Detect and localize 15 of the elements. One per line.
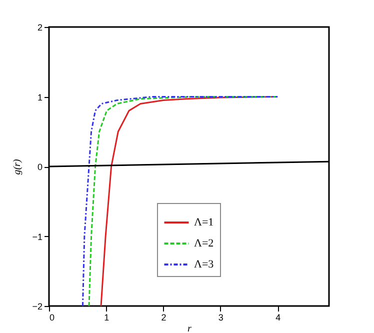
legend-label: Λ=3: [194, 258, 214, 270]
y-tick-label: 2: [37, 22, 42, 32]
x-tick-label: 3: [218, 312, 224, 322]
y-tick-label: 1: [37, 92, 42, 102]
legend-label: Λ=2: [194, 238, 214, 250]
y-tick-label: −1: [32, 232, 42, 242]
x-tick-label: 4: [276, 312, 281, 322]
y-axis-title: g(r): [12, 158, 24, 175]
x-axis-title: r: [188, 324, 192, 333]
x-tick-label: 1: [104, 312, 110, 322]
x-tick-label: 2: [161, 312, 166, 322]
x-tick-label: 0: [50, 312, 55, 322]
y-tick-label: 0: [37, 162, 42, 172]
legend-label: Λ=1: [194, 216, 214, 228]
y-tick-label: −2: [32, 302, 42, 312]
